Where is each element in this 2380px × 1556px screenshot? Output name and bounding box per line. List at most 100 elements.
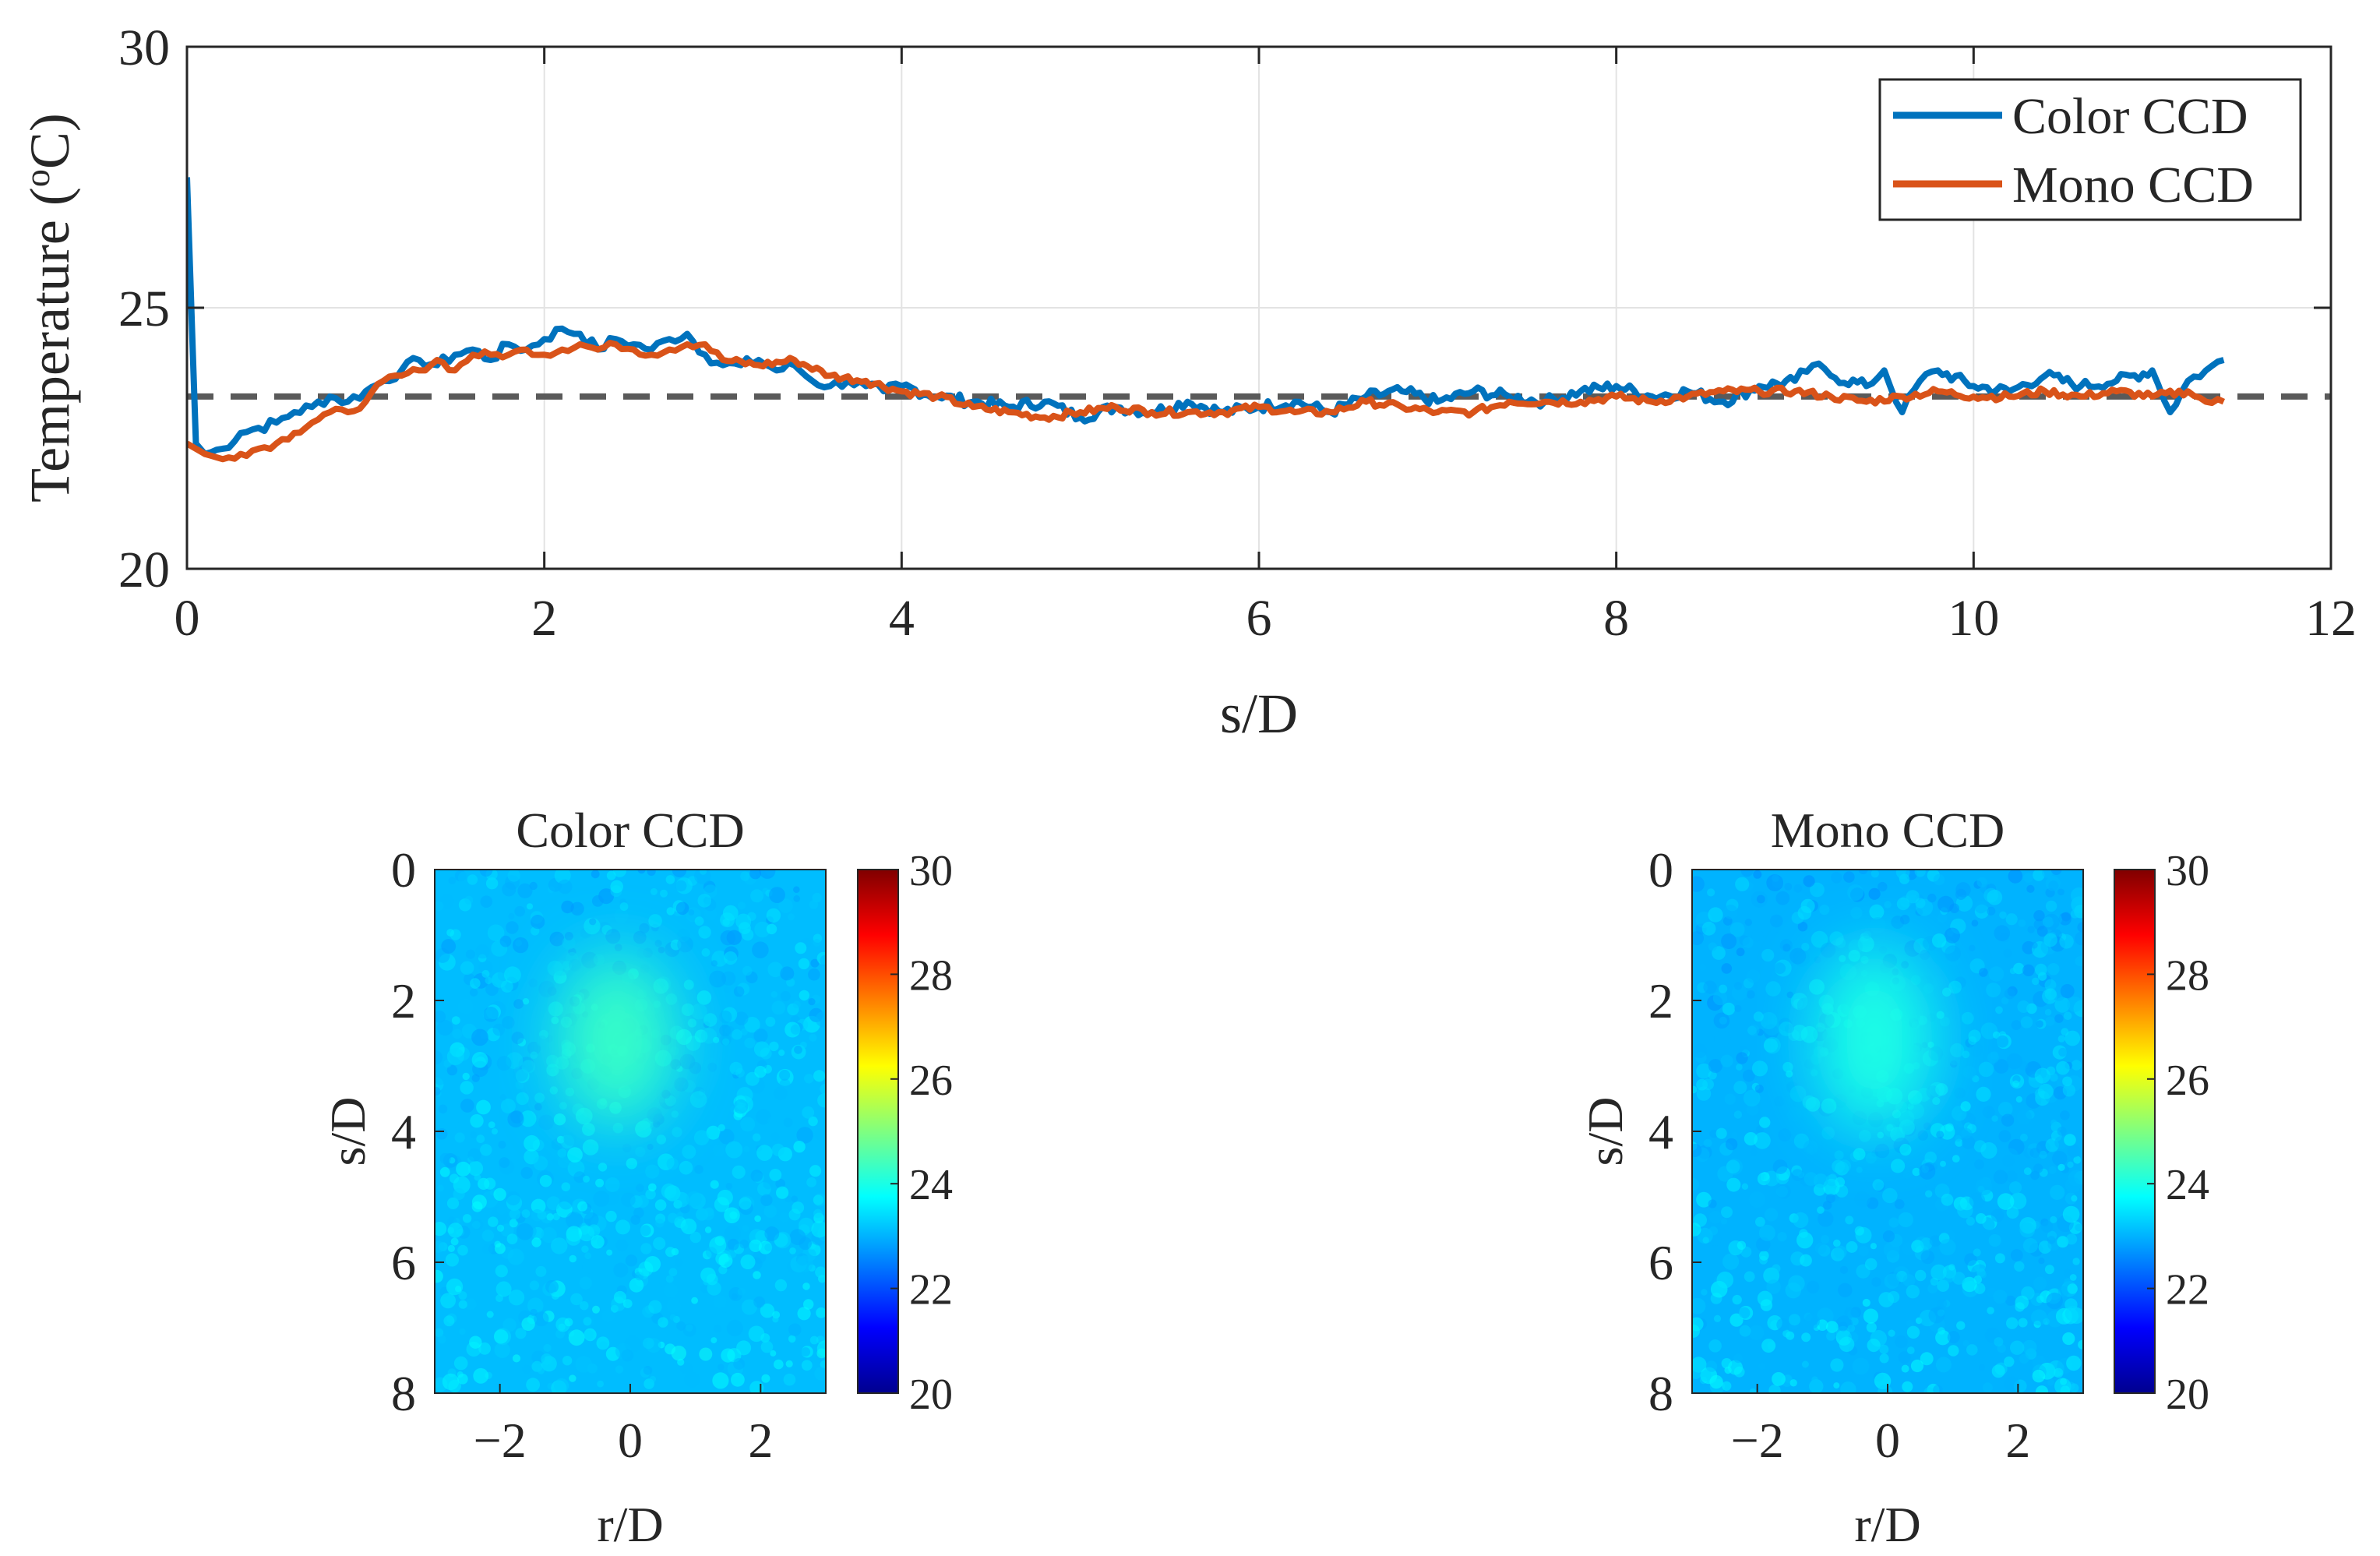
noise-speck: [2057, 1126, 2067, 1136]
noise-speck: [1696, 1063, 1712, 1079]
noise-speck: [1992, 1031, 2001, 1039]
noise-speck: [760, 1304, 775, 1318]
noise-speck: [1937, 895, 1955, 912]
noise-speck: [517, 883, 533, 898]
noise-speck: [703, 907, 717, 920]
noise-speck: [761, 1374, 770, 1383]
noise-speck: [1936, 1011, 1945, 1019]
noise-speck: [1731, 1131, 1738, 1138]
noise-speck: [500, 1223, 514, 1237]
noise-speck: [1993, 1170, 2008, 1184]
noise-speck: [2026, 884, 2035, 893]
noise-speck: [778, 898, 793, 913]
noise-speck: [754, 1065, 767, 1078]
noise-speck: [587, 1224, 601, 1237]
heatmap-title-color-ccd: Color CCD: [516, 803, 744, 858]
heatmap-title-mono-ccd: Mono CCD: [1771, 803, 2005, 858]
noise-speck: [1801, 942, 1810, 951]
noise-speck: [1948, 1345, 1959, 1357]
noise-speck: [1944, 927, 1960, 944]
heatmap-hotspot-color-ccd: [558, 954, 676, 1125]
noise-speck: [1819, 905, 1830, 916]
noise-speck: [1761, 1339, 1776, 1353]
noise-speck: [1772, 1372, 1786, 1386]
noise-speck: [1961, 1127, 1973, 1139]
noise-speck: [478, 960, 493, 975]
noise-speck: [492, 1023, 505, 1036]
noise-speck: [766, 923, 777, 935]
noise-speck: [675, 1029, 693, 1045]
noise-speck: [1869, 904, 1885, 919]
noise-speck: [1865, 1152, 1877, 1164]
noise-speck: [2047, 963, 2060, 976]
noise-speck: [1810, 882, 1825, 898]
x-tick-label: 12: [2305, 590, 2357, 647]
noise-speck: [1945, 1123, 1954, 1132]
noise-speck: [1703, 980, 1717, 994]
noise-speck: [788, 1335, 796, 1343]
noise-speck: [582, 1260, 596, 1274]
noise-speck: [2054, 1014, 2064, 1023]
noise-speck: [770, 1350, 777, 1357]
noise-speck: [479, 870, 493, 877]
noise-speck: [736, 1087, 753, 1103]
noise-speck: [1887, 1290, 1900, 1304]
noise-speck: [645, 1164, 660, 1179]
noise-speck: [469, 988, 478, 997]
noise-speck: [584, 1328, 597, 1342]
noise-speck: [462, 1072, 470, 1081]
legend-box: [1878, 78, 2302, 221]
noise-speck: [636, 1194, 649, 1208]
noise-speck: [435, 901, 444, 912]
noise-speck: [718, 1128, 735, 1145]
noise-speck: [2018, 1318, 2028, 1328]
noise-speck: [2054, 1367, 2064, 1378]
noise-speck: [815, 1266, 826, 1278]
noise-speck: [471, 1194, 487, 1210]
hm-y-tick-label: 8: [391, 1366, 416, 1421]
noise-speck: [2067, 996, 2083, 1012]
noise-speck: [1923, 1122, 1931, 1131]
noise-speck: [808, 968, 820, 981]
cb-tick-label: 24: [909, 1161, 953, 1209]
noise-speck: [538, 980, 555, 998]
noise-speck: [2044, 1008, 2052, 1016]
noise-speck: [774, 1279, 788, 1292]
noise-speck: [526, 1378, 540, 1392]
noise-speck: [1833, 1239, 1841, 1247]
noise-speck: [598, 1163, 608, 1172]
noise-speck: [2061, 912, 2071, 922]
noise-speck: [710, 1180, 719, 1189]
noise-speck: [1697, 1227, 1713, 1244]
noise-speck: [740, 1117, 756, 1132]
noise-speck: [435, 1074, 446, 1085]
noise-speck: [494, 1342, 510, 1358]
noise-speck: [559, 1102, 567, 1110]
noise-speck: [1707, 888, 1715, 897]
noise-speck: [495, 1281, 512, 1297]
noise-speck: [1864, 1258, 1878, 1271]
noise-speck: [1765, 981, 1781, 997]
line-chart: 0 2 4 6 8 10 12 20 25 30 s/D Temperature (oC) Co…: [17, 19, 2357, 745]
noise-speck: [2056, 1060, 2070, 1075]
noise-speck: [1714, 1030, 1731, 1047]
noise-speck: [563, 1132, 577, 1146]
noise-speck: [712, 1145, 725, 1156]
heatmap-hotspot-mono-ccd: [1815, 947, 1934, 1131]
noise-speck: [799, 1237, 812, 1251]
noise-speck: [1882, 1230, 1895, 1243]
noise-speck: [1742, 937, 1754, 948]
grid: [187, 47, 2331, 569]
noise-speck: [2060, 984, 2075, 998]
noise-speck: [718, 1010, 732, 1024]
noise-speck: [582, 1139, 599, 1156]
noise-speck: [1947, 1331, 1960, 1344]
noise-speck: [1979, 1364, 1985, 1371]
noise-speck: [769, 1169, 782, 1181]
noise-speck: [1923, 1387, 1934, 1393]
noise-speck: [731, 1372, 745, 1387]
noise-speck: [1930, 1264, 1947, 1281]
noise-speck: [1883, 1241, 1900, 1258]
noise-speck: [500, 1099, 516, 1113]
noise-speck: [706, 1125, 721, 1140]
